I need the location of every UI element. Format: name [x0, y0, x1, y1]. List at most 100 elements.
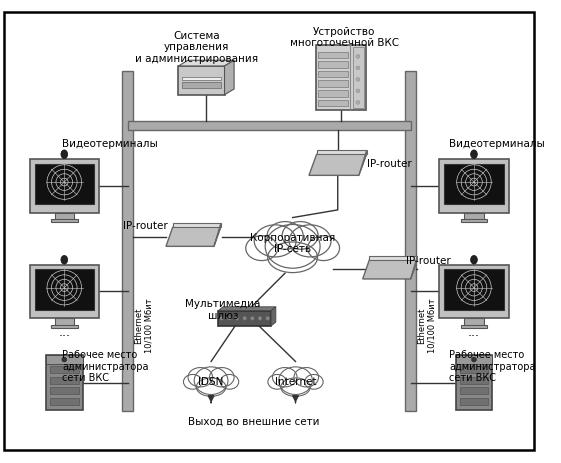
FancyBboxPatch shape	[51, 220, 78, 223]
FancyBboxPatch shape	[444, 164, 504, 205]
FancyBboxPatch shape	[30, 160, 99, 213]
Text: Выход во внешние сети: Выход во внешние сети	[187, 416, 319, 426]
Circle shape	[220, 317, 223, 320]
Polygon shape	[411, 257, 417, 279]
Circle shape	[250, 317, 254, 320]
Polygon shape	[173, 224, 220, 228]
Circle shape	[356, 56, 360, 59]
Text: Ethernet
10/100 Мбит: Ethernet 10/100 Мбит	[134, 298, 154, 353]
Text: IP-router: IP-router	[406, 255, 450, 265]
Polygon shape	[362, 260, 417, 279]
FancyBboxPatch shape	[127, 121, 411, 131]
Ellipse shape	[194, 367, 228, 394]
Ellipse shape	[196, 378, 226, 396]
Text: Корпоративная
IP-сеть: Корпоративная IP-сеть	[250, 232, 335, 254]
FancyBboxPatch shape	[405, 72, 416, 412]
Text: Видеотерминалы: Видеотерминалы	[62, 138, 158, 148]
Polygon shape	[316, 151, 366, 155]
Ellipse shape	[305, 375, 323, 389]
Text: Рабочее место
администратора
сети ВКС: Рабочее место администратора сети ВКС	[449, 349, 536, 382]
Ellipse shape	[183, 375, 202, 389]
Ellipse shape	[61, 150, 68, 159]
Circle shape	[62, 357, 67, 362]
FancyBboxPatch shape	[456, 355, 492, 411]
Ellipse shape	[267, 222, 303, 250]
FancyBboxPatch shape	[318, 62, 348, 69]
Polygon shape	[224, 61, 234, 95]
Polygon shape	[309, 155, 366, 176]
Ellipse shape	[265, 225, 320, 269]
Ellipse shape	[294, 368, 319, 387]
FancyBboxPatch shape	[465, 319, 484, 326]
FancyBboxPatch shape	[456, 355, 492, 364]
Ellipse shape	[210, 368, 234, 387]
Ellipse shape	[268, 375, 286, 389]
Circle shape	[472, 357, 476, 362]
Ellipse shape	[471, 150, 477, 159]
FancyBboxPatch shape	[50, 377, 79, 384]
Ellipse shape	[61, 256, 68, 264]
Text: Ethernet
10/100 Мбит: Ethernet 10/100 Мбит	[417, 298, 436, 353]
FancyBboxPatch shape	[4, 13, 535, 450]
FancyBboxPatch shape	[316, 46, 366, 111]
Text: IP-router: IP-router	[366, 158, 411, 169]
Circle shape	[227, 317, 231, 320]
Polygon shape	[166, 228, 220, 247]
Ellipse shape	[280, 378, 310, 396]
FancyBboxPatch shape	[50, 367, 79, 373]
FancyBboxPatch shape	[178, 67, 224, 95]
FancyBboxPatch shape	[461, 220, 488, 223]
Circle shape	[356, 90, 360, 94]
Ellipse shape	[279, 367, 312, 394]
FancyBboxPatch shape	[461, 325, 488, 328]
Polygon shape	[214, 224, 220, 247]
FancyBboxPatch shape	[218, 311, 271, 326]
Circle shape	[356, 78, 360, 82]
FancyBboxPatch shape	[353, 48, 364, 109]
Ellipse shape	[289, 225, 331, 257]
Text: IP-router: IP-router	[123, 221, 168, 231]
Text: Видеотерминалы: Видеотерминалы	[449, 138, 545, 148]
Polygon shape	[218, 307, 276, 311]
FancyBboxPatch shape	[465, 213, 484, 221]
FancyBboxPatch shape	[50, 388, 79, 394]
FancyBboxPatch shape	[50, 398, 79, 405]
Text: Рабочее место
администратора
сети ВКС: Рабочее место администратора сети ВКС	[62, 349, 149, 382]
FancyBboxPatch shape	[439, 160, 508, 213]
FancyBboxPatch shape	[182, 83, 220, 89]
FancyBboxPatch shape	[318, 81, 348, 88]
Ellipse shape	[282, 222, 318, 250]
Ellipse shape	[220, 375, 239, 389]
Polygon shape	[369, 257, 417, 260]
Circle shape	[356, 67, 360, 71]
Text: ...: ...	[468, 325, 480, 338]
Ellipse shape	[268, 243, 318, 273]
FancyBboxPatch shape	[35, 270, 94, 310]
Ellipse shape	[471, 256, 477, 264]
FancyBboxPatch shape	[459, 388, 489, 394]
Circle shape	[258, 317, 262, 320]
FancyBboxPatch shape	[318, 100, 348, 107]
FancyBboxPatch shape	[182, 77, 220, 81]
FancyBboxPatch shape	[35, 164, 94, 205]
FancyBboxPatch shape	[439, 265, 508, 319]
Text: Мультимедиа
шлюз: Мультимедиа шлюз	[185, 298, 260, 320]
Ellipse shape	[273, 368, 297, 387]
FancyBboxPatch shape	[318, 52, 348, 59]
FancyBboxPatch shape	[444, 270, 504, 310]
FancyBboxPatch shape	[459, 377, 489, 384]
Ellipse shape	[246, 236, 278, 261]
Polygon shape	[178, 61, 234, 67]
Ellipse shape	[307, 236, 339, 261]
Text: ...: ...	[58, 325, 70, 338]
FancyBboxPatch shape	[51, 325, 78, 328]
Ellipse shape	[254, 225, 296, 257]
FancyBboxPatch shape	[122, 72, 134, 412]
Text: Система
управления
и администрирования: Система управления и администрирования	[135, 31, 258, 63]
Circle shape	[266, 317, 270, 320]
Text: IDSN: IDSN	[199, 376, 224, 386]
FancyBboxPatch shape	[318, 91, 348, 98]
Circle shape	[356, 101, 360, 105]
FancyBboxPatch shape	[54, 319, 74, 326]
Ellipse shape	[188, 368, 213, 387]
